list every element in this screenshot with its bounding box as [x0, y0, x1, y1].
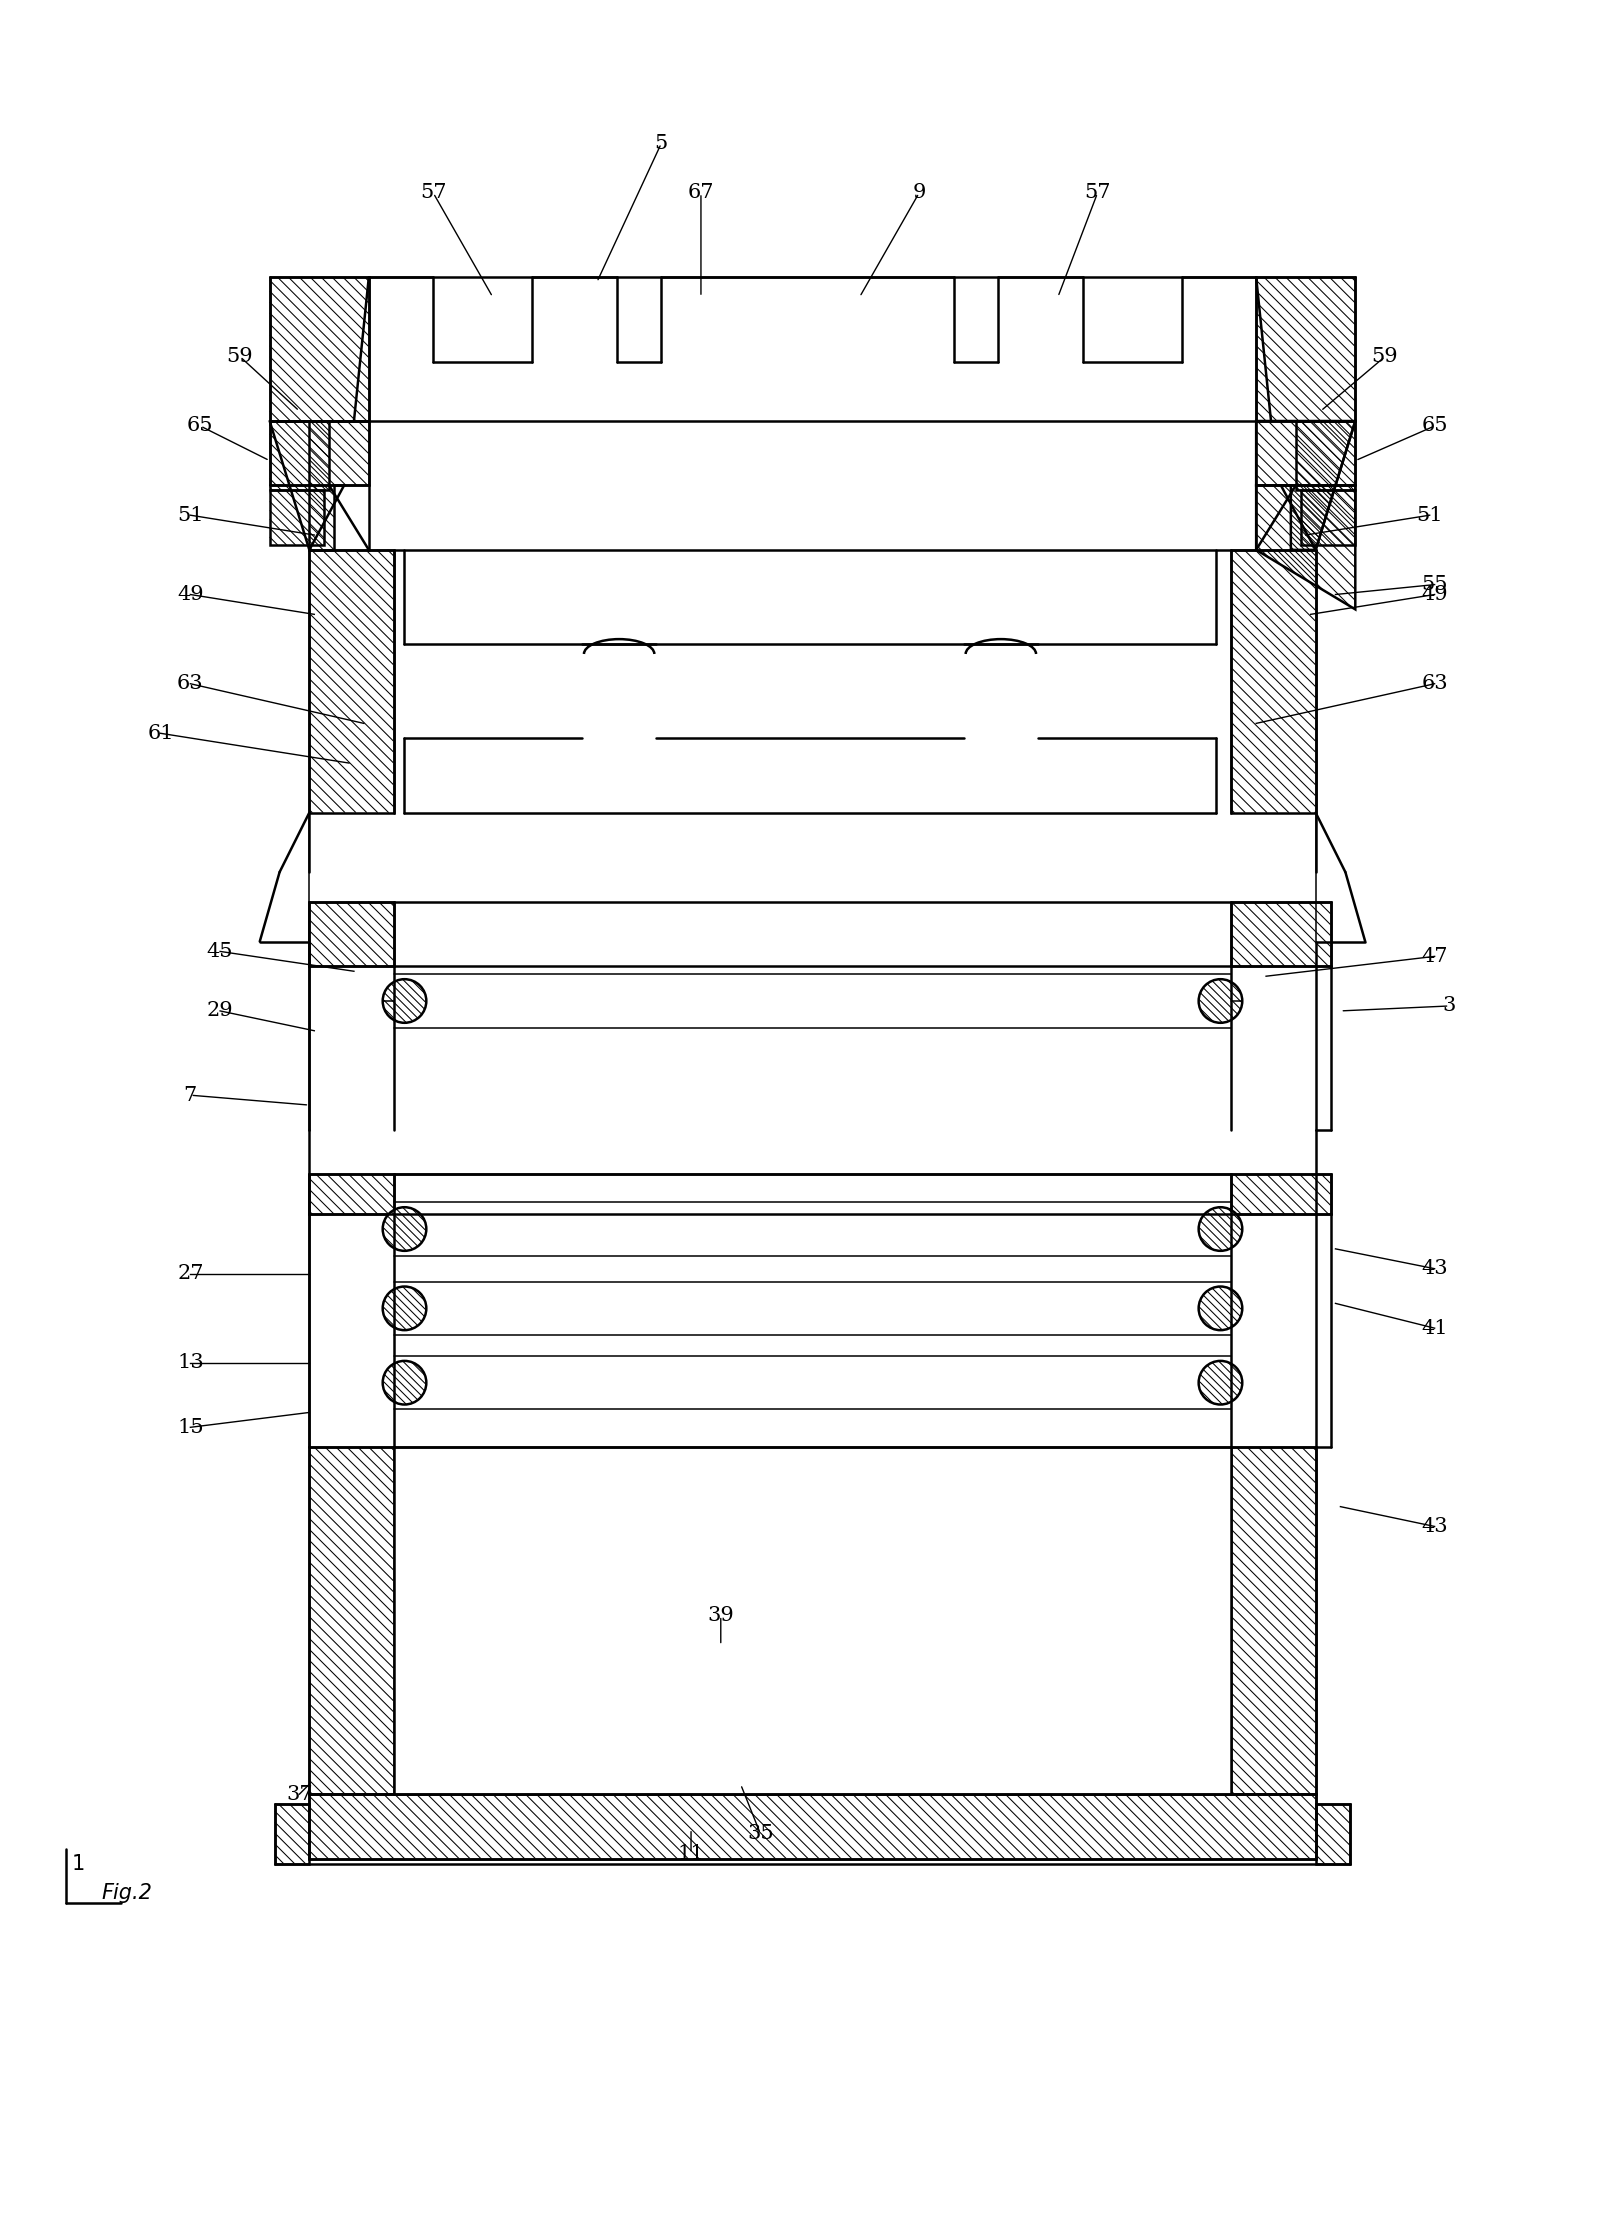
Text: 65: 65 — [187, 418, 214, 435]
Text: 7: 7 — [183, 1085, 196, 1105]
Text: 3: 3 — [1444, 996, 1457, 1016]
Text: 57: 57 — [420, 183, 446, 203]
Text: 57: 57 — [1083, 183, 1111, 203]
Text: 49: 49 — [177, 585, 204, 603]
Circle shape — [383, 980, 427, 1023]
Circle shape — [1199, 1208, 1242, 1250]
Text: 63: 63 — [1421, 674, 1448, 692]
Bar — [394, 1447, 1231, 1793]
Text: 49: 49 — [1421, 585, 1448, 603]
Text: 37: 37 — [285, 1784, 313, 1804]
Text: 27: 27 — [177, 1264, 204, 1284]
Text: 59: 59 — [227, 346, 253, 366]
Text: 67: 67 — [688, 183, 714, 203]
Text: 5: 5 — [655, 134, 668, 152]
Text: 1: 1 — [71, 1853, 84, 1873]
Text: 9: 9 — [913, 183, 926, 203]
Text: 43: 43 — [1421, 1516, 1448, 1536]
Circle shape — [383, 1360, 427, 1405]
Text: 65: 65 — [1421, 418, 1448, 435]
Text: 51: 51 — [1416, 505, 1444, 525]
Text: 15: 15 — [177, 1418, 204, 1436]
Text: 51: 51 — [177, 505, 204, 525]
Text: 61: 61 — [148, 723, 174, 744]
Text: 13: 13 — [177, 1353, 204, 1373]
Circle shape — [1199, 980, 1242, 1023]
Text: 11: 11 — [678, 1844, 704, 1862]
Text: 63: 63 — [177, 674, 204, 692]
Circle shape — [1199, 1360, 1242, 1405]
Text: 55: 55 — [1421, 576, 1448, 594]
Text: 43: 43 — [1421, 1259, 1448, 1277]
Circle shape — [383, 1286, 427, 1331]
Circle shape — [383, 1208, 427, 1250]
Text: 29: 29 — [206, 1000, 234, 1020]
Text: 39: 39 — [707, 1606, 735, 1626]
Text: 35: 35 — [748, 1824, 774, 1842]
Text: Fig.2: Fig.2 — [101, 1882, 152, 1903]
Text: 45: 45 — [208, 942, 234, 960]
Text: 47: 47 — [1421, 947, 1448, 967]
Circle shape — [1199, 1286, 1242, 1331]
Text: 41: 41 — [1421, 1320, 1448, 1338]
Text: 59: 59 — [1372, 346, 1398, 366]
